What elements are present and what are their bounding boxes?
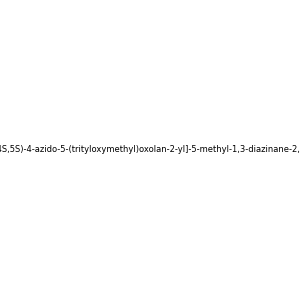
Text: 1-[(2R,4S,5S)-4-azido-5-(trityloxymethyl)oxolan-2-yl]-5-methyl-1,3-diazinane-2,4: 1-[(2R,4S,5S)-4-azido-5-(trityloxymethyl… — [0, 146, 300, 154]
